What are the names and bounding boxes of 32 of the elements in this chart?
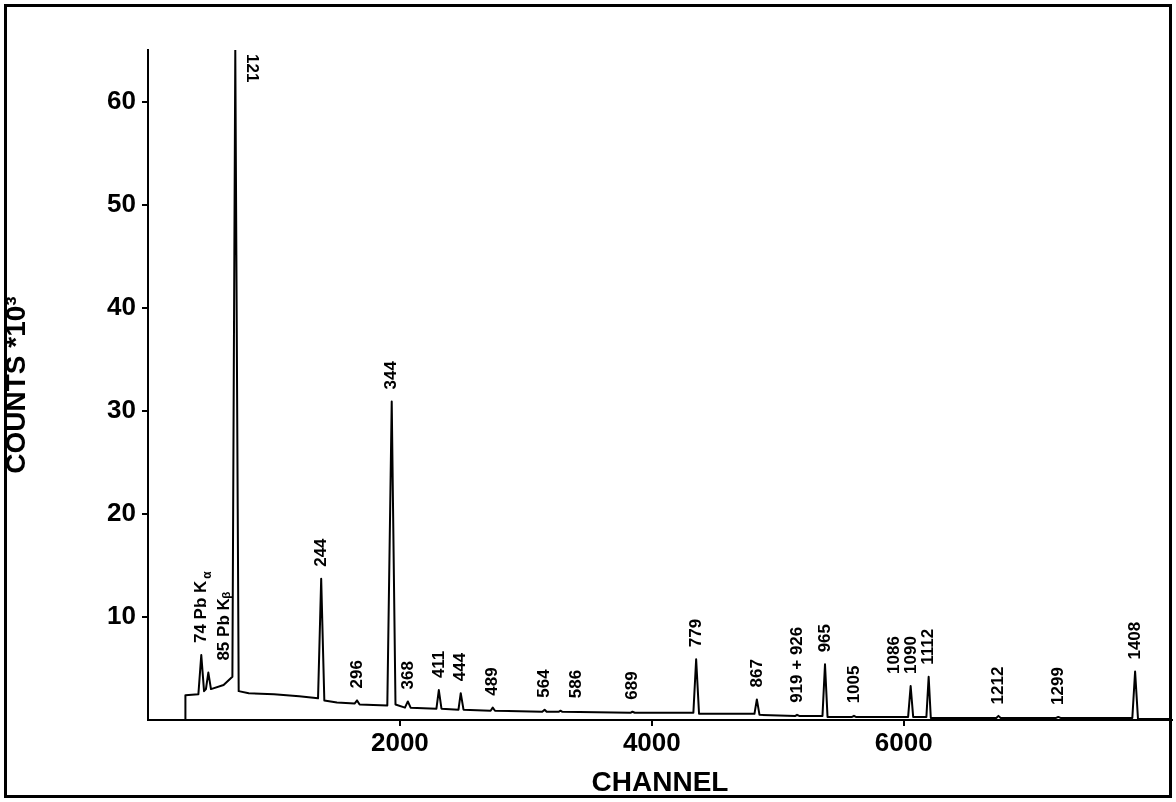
annotation: 1299 <box>1047 667 1067 705</box>
annotation: 586 <box>566 669 586 699</box>
annotation: 1112 <box>918 628 938 665</box>
x-tick-label: 2000 <box>370 726 429 757</box>
annotation: 74 Pb Kα <box>190 570 214 644</box>
annotation: 344 <box>381 360 401 390</box>
annotation: 1212 <box>988 666 1008 705</box>
annotation: 85 Pb Kᵦ <box>214 591 234 661</box>
y-tick-label: 30 <box>107 393 136 424</box>
x-tick-label: 6000 <box>874 726 933 757</box>
annotation: 296 <box>346 660 366 689</box>
annotation: 689 <box>622 671 642 700</box>
y-tick-label: 10 <box>107 600 136 631</box>
annotation: 919 + 926 <box>786 626 806 703</box>
x-tick-label: 4000 <box>622 726 681 757</box>
annotation: 867 <box>746 659 766 688</box>
annotation: 965 <box>814 623 834 653</box>
annotation: 489 <box>482 667 502 696</box>
annotation: 444 <box>450 652 470 682</box>
annotation: 1408 <box>1124 621 1144 660</box>
annotation: 779 <box>685 618 705 648</box>
x-axis-title: CHANNEL <box>591 765 729 797</box>
annotation: 121 <box>242 54 262 83</box>
y-tick-label: 50 <box>107 187 136 218</box>
y-tick-label: 40 <box>107 290 136 321</box>
y-tick-label: 20 <box>107 497 136 528</box>
annotation: 244 <box>310 537 330 567</box>
annotation: 411 <box>428 650 448 679</box>
annotation: 564 <box>534 668 554 698</box>
annotation: 1005 <box>843 665 863 704</box>
y-tick-label: 60 <box>107 84 136 115</box>
annotation: 368 <box>397 661 417 690</box>
